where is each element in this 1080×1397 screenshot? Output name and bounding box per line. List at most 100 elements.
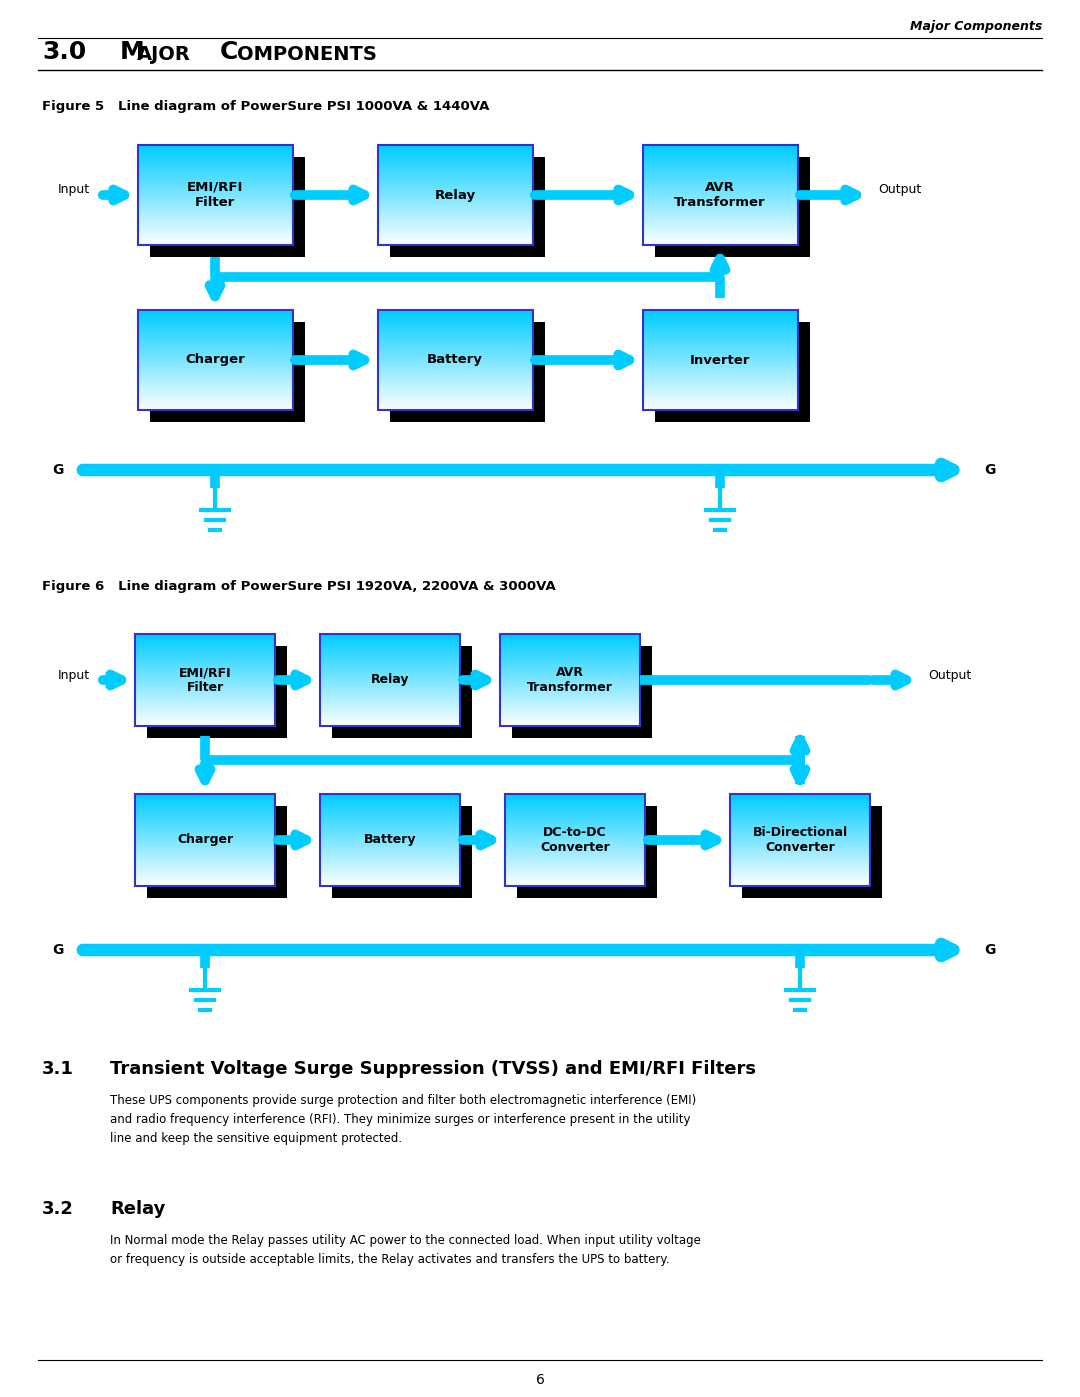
Bar bbox=[137, 148, 293, 149]
Bar bbox=[137, 175, 293, 177]
Bar bbox=[505, 835, 645, 838]
Bar bbox=[135, 803, 275, 806]
Bar bbox=[135, 877, 275, 879]
FancyBboxPatch shape bbox=[332, 806, 472, 898]
Bar bbox=[500, 685, 640, 687]
Text: Relay: Relay bbox=[370, 673, 409, 686]
Bar bbox=[378, 231, 532, 232]
Bar bbox=[500, 724, 640, 726]
Text: Input: Input bbox=[58, 669, 90, 682]
Bar bbox=[643, 215, 797, 218]
Bar bbox=[320, 865, 460, 868]
Bar bbox=[643, 373, 797, 374]
Bar bbox=[643, 183, 797, 184]
Bar bbox=[500, 650, 640, 652]
Bar bbox=[730, 817, 870, 819]
Bar bbox=[135, 810, 275, 813]
Bar bbox=[137, 170, 293, 172]
Bar bbox=[378, 374, 532, 377]
Bar bbox=[378, 387, 532, 390]
Bar bbox=[643, 320, 797, 323]
Bar bbox=[135, 813, 275, 814]
Bar bbox=[643, 365, 797, 367]
Bar bbox=[643, 190, 797, 193]
Bar bbox=[505, 831, 645, 833]
Bar bbox=[320, 696, 460, 698]
Text: Bi-Directional
Converter: Bi-Directional Converter bbox=[753, 826, 848, 854]
Bar bbox=[137, 310, 293, 313]
Bar bbox=[505, 879, 645, 882]
Bar bbox=[320, 840, 460, 842]
Bar bbox=[320, 845, 460, 847]
Bar bbox=[643, 180, 797, 183]
Bar bbox=[643, 323, 797, 326]
Text: Inverter: Inverter bbox=[690, 353, 751, 366]
Bar bbox=[643, 393, 797, 395]
Text: Battery: Battery bbox=[427, 353, 483, 366]
Bar bbox=[137, 374, 293, 377]
Bar bbox=[378, 228, 532, 231]
Bar bbox=[505, 826, 645, 828]
Bar bbox=[137, 155, 293, 158]
Bar bbox=[500, 701, 640, 703]
Text: Figure 5   Line diagram of PowerSure PSI 1000VA & 1440VA: Figure 5 Line diagram of PowerSure PSI 1… bbox=[42, 101, 489, 113]
Bar bbox=[643, 335, 797, 338]
Bar bbox=[378, 365, 532, 367]
Bar bbox=[137, 348, 293, 351]
Bar bbox=[505, 863, 645, 865]
Bar bbox=[320, 662, 460, 664]
Bar bbox=[137, 313, 293, 314]
Bar bbox=[500, 652, 640, 655]
Bar bbox=[643, 345, 797, 348]
Bar bbox=[378, 162, 532, 165]
Bar bbox=[137, 187, 293, 190]
Bar bbox=[135, 634, 275, 636]
Bar bbox=[320, 648, 460, 650]
FancyBboxPatch shape bbox=[149, 156, 305, 257]
Bar bbox=[643, 210, 797, 212]
Bar bbox=[500, 671, 640, 673]
Bar bbox=[135, 652, 275, 655]
Bar bbox=[320, 813, 460, 814]
Bar bbox=[643, 362, 797, 365]
Bar bbox=[378, 393, 532, 395]
Bar bbox=[730, 870, 870, 872]
Bar bbox=[643, 348, 797, 351]
Bar bbox=[643, 177, 797, 180]
Bar bbox=[643, 326, 797, 327]
Bar bbox=[135, 845, 275, 847]
Bar bbox=[137, 149, 293, 152]
Bar bbox=[135, 655, 275, 657]
Bar bbox=[730, 806, 870, 807]
Bar bbox=[505, 838, 645, 840]
Bar bbox=[137, 380, 293, 383]
Bar bbox=[643, 231, 797, 232]
Bar bbox=[378, 170, 532, 172]
Bar bbox=[378, 240, 532, 243]
Bar bbox=[730, 838, 870, 840]
Text: 6: 6 bbox=[536, 1373, 544, 1387]
Bar bbox=[505, 828, 645, 831]
Bar bbox=[730, 799, 870, 800]
Bar bbox=[500, 648, 640, 650]
Bar bbox=[500, 712, 640, 714]
Bar bbox=[320, 712, 460, 714]
Text: In Normal mode the Relay passes utility AC power to the connected load. When inp: In Normal mode the Relay passes utility … bbox=[110, 1234, 701, 1266]
Bar bbox=[320, 831, 460, 833]
Bar bbox=[643, 332, 797, 335]
Bar bbox=[643, 212, 797, 215]
Bar bbox=[320, 879, 460, 882]
Bar bbox=[643, 367, 797, 370]
Bar bbox=[378, 232, 532, 235]
Bar bbox=[137, 358, 293, 360]
Bar bbox=[137, 231, 293, 232]
Bar bbox=[378, 183, 532, 184]
FancyBboxPatch shape bbox=[512, 645, 652, 738]
Bar bbox=[137, 383, 293, 386]
Bar bbox=[378, 219, 532, 222]
Bar bbox=[137, 314, 293, 317]
Bar bbox=[643, 155, 797, 158]
Bar bbox=[137, 339, 293, 342]
Bar bbox=[137, 387, 293, 390]
Bar bbox=[320, 694, 460, 696]
